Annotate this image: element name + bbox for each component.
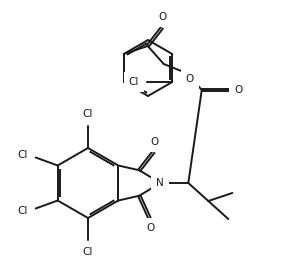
Text: O: O — [159, 12, 167, 22]
Text: Cl: Cl — [17, 150, 28, 161]
Text: O: O — [186, 74, 194, 84]
Text: Cl: Cl — [83, 109, 93, 119]
Text: O: O — [146, 223, 154, 233]
Text: Cl: Cl — [83, 247, 93, 257]
Text: Cl: Cl — [129, 77, 139, 87]
Text: N: N — [156, 178, 164, 188]
Text: Cl: Cl — [17, 206, 28, 215]
Text: O: O — [150, 137, 158, 147]
Text: O: O — [235, 85, 243, 95]
